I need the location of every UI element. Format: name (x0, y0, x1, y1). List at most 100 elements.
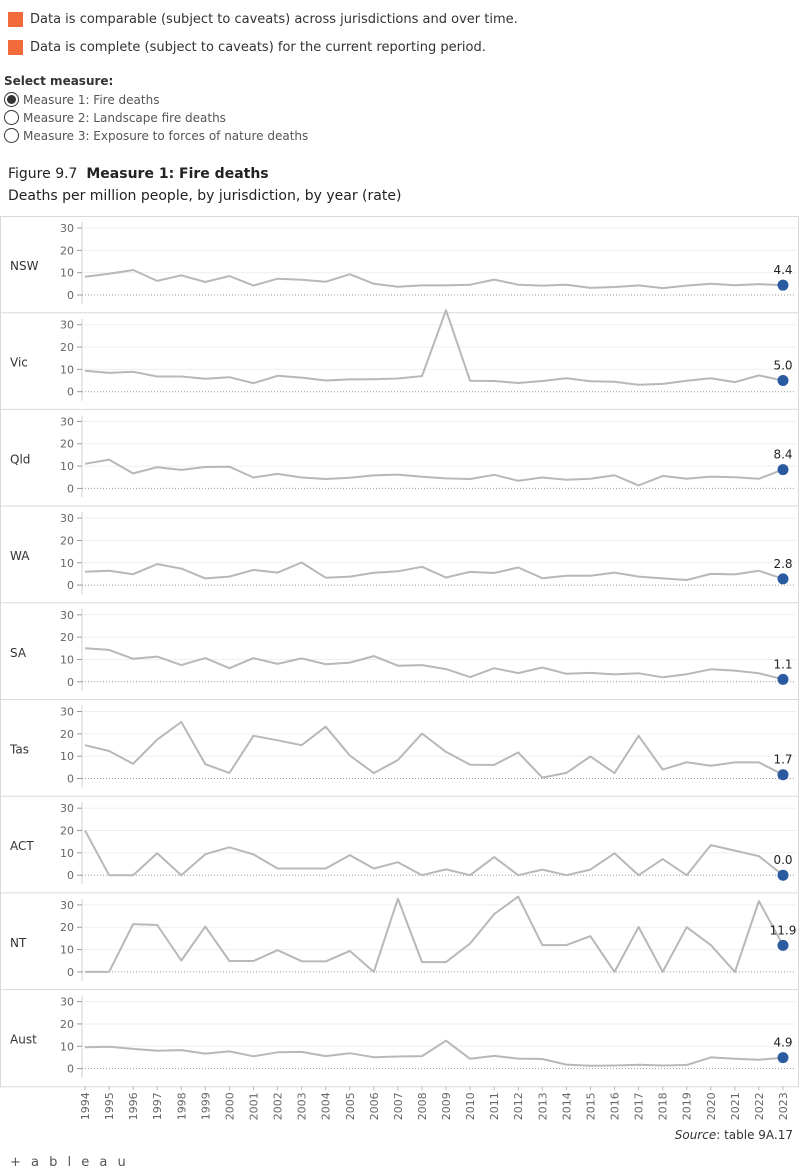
data-label: 5.0 (773, 359, 792, 373)
x-tick-label: 1994 (79, 1092, 92, 1120)
y-tick-label: 0 (67, 386, 74, 399)
y-tick-label: 30 (60, 706, 74, 719)
y-tick-label: 0 (67, 482, 74, 495)
row-label: Aust (10, 1033, 37, 1047)
y-tick-label: 20 (60, 728, 74, 741)
x-tick-label: 1997 (151, 1092, 164, 1120)
x-tick-label: 2016 (609, 1092, 622, 1120)
row-label: NSW (10, 259, 39, 273)
radio-unselected-icon[interactable] (4, 110, 19, 125)
radio-unselected-icon[interactable] (4, 128, 19, 143)
radio-measure-1[interactable]: Measure 1: Fire deaths (4, 92, 159, 107)
select-measure-label: Select measure: (4, 74, 114, 88)
series-line-sa (84, 647, 784, 681)
x-tick-label: 2006 (368, 1092, 381, 1120)
y-tick-label: 0 (67, 579, 74, 592)
x-tick-label: 2009 (440, 1092, 453, 1120)
series-line-nsw (84, 269, 784, 290)
y-tick-label: 10 (60, 460, 74, 473)
panel-nsw: NSW 0 10 20 30 4.4 (10, 222, 796, 304)
y-tick-label: 0 (67, 289, 74, 302)
y-tick-label: 10 (60, 847, 74, 860)
x-tick-label: 2015 (584, 1092, 597, 1120)
y-tick-label: 20 (60, 631, 74, 644)
x-tick-label: 2004 (320, 1092, 333, 1120)
y-tick-label: 20 (60, 438, 74, 451)
x-tick-label: 2022 (753, 1092, 766, 1120)
y-tick-label: 20 (60, 244, 74, 257)
end-point-marker (777, 869, 789, 881)
y-tick-label: 10 (60, 363, 74, 376)
radio-label: Measure 1: Fire deaths (23, 92, 160, 107)
x-tick-label: 1998 (175, 1092, 188, 1120)
x-tick-label: 2001 (247, 1092, 260, 1120)
end-point-marker (777, 1052, 789, 1064)
end-point-marker (777, 939, 789, 951)
y-tick-label: 10 (60, 267, 74, 280)
data-label: 2.8 (773, 557, 792, 571)
y-tick-label: 0 (67, 676, 74, 689)
data-label: 1.7 (773, 753, 792, 767)
row-label: Vic (10, 356, 28, 370)
source-text: : table 9A.17 (716, 1128, 793, 1142)
row-label: WA (10, 549, 30, 563)
series-line-aust (84, 1039, 784, 1067)
x-tick-label: 2002 (272, 1092, 285, 1120)
row-label: NT (10, 936, 27, 950)
legend-comparable-text: Data is comparable (subject to caveats) … (30, 12, 518, 27)
source-label: Source (674, 1128, 717, 1142)
x-tick-label: 2021 (729, 1092, 742, 1120)
data-label: 1.1 (773, 657, 792, 671)
y-tick-label: 10 (60, 750, 74, 763)
y-tick-label: 30 (60, 609, 74, 622)
radio-measure-3[interactable]: Measure 3: Exposure to forces of nature … (4, 128, 308, 143)
y-tick-label: 30 (60, 415, 74, 428)
x-tick-label: 2010 (464, 1092, 477, 1120)
end-point-marker (777, 279, 789, 291)
y-tick-label: 30 (60, 899, 74, 912)
source-note: Source: table 9A.17 (675, 1128, 793, 1142)
radio-selected-icon[interactable] (4, 92, 19, 107)
y-tick-label: 10 (60, 944, 74, 957)
x-tick-label: 2020 (705, 1092, 718, 1120)
figure-title: Figure 9.7 Measure 1: Fire deaths (8, 166, 269, 182)
panel-wa: WA 0 10 20 30 2.8 (0, 505, 799, 595)
y-tick-label: 0 (67, 966, 74, 979)
x-tick-label: 1996 (127, 1092, 140, 1120)
y-tick-label: 10 (60, 557, 74, 570)
y-tick-label: 10 (60, 653, 74, 666)
panel-aust: Aust 0 10 20 30 4.9 (0, 989, 799, 1078)
end-point-marker (777, 573, 789, 585)
x-tick-label: 2014 (560, 1092, 573, 1120)
y-tick-label: 20 (60, 341, 74, 354)
end-point-marker (777, 464, 789, 476)
panel-vic: Vic 0 10 20 30 5.0 (0, 309, 799, 401)
x-tick-label: 2005 (344, 1092, 357, 1120)
y-tick-label: 20 (60, 534, 74, 547)
y-tick-label: 20 (60, 1018, 74, 1031)
row-label: ACT (10, 839, 34, 853)
data-label: 4.4 (773, 263, 792, 277)
figure-number: Figure 9.7 (8, 166, 78, 182)
panel-qld: Qld 0 10 20 30 8.4 (0, 408, 799, 498)
y-tick-label: 30 (60, 996, 74, 1009)
panel-sa: SA 0 10 20 30 1.1 (0, 602, 799, 691)
tableau-logo[interactable]: + a b l e a u (10, 1155, 129, 1170)
series-line-act (84, 830, 784, 877)
y-tick-label: 30 (60, 319, 74, 332)
end-point-marker (777, 673, 789, 685)
x-tick-label: 2000 (223, 1092, 236, 1120)
orange-square-icon (8, 12, 23, 27)
x-tick-label: 1999 (199, 1092, 212, 1120)
data-label: 0.0 (773, 853, 792, 867)
legend-complete: Data is complete (subject to caveats) fo… (8, 40, 486, 55)
series-line-qld (84, 458, 784, 487)
series-line-wa (84, 561, 784, 581)
x-tick-label: 2012 (512, 1092, 525, 1120)
panel-act: ACT 0 10 20 30 0.0 (0, 795, 799, 885)
y-tick-label: 0 (67, 773, 74, 786)
radio-measure-2[interactable]: Measure 2: Landscape fire deaths (4, 110, 226, 125)
x-tick-label: 1995 (103, 1092, 116, 1120)
end-point-marker (777, 375, 789, 387)
y-tick-label: 0 (67, 869, 74, 882)
